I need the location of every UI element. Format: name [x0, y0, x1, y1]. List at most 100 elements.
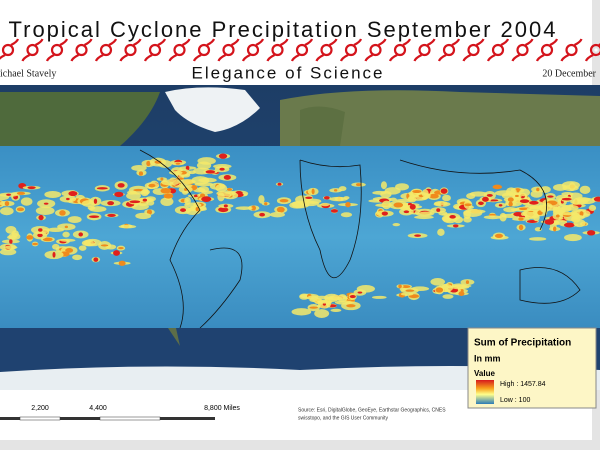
rain-cell	[118, 224, 137, 229]
rain-cell	[52, 243, 60, 250]
rain-cell	[196, 161, 212, 170]
rain-core	[93, 198, 98, 204]
legend-high: High : 1457.84	[500, 381, 546, 388]
rain-cell	[83, 240, 95, 246]
rain-core	[449, 215, 456, 219]
rain-cell	[588, 204, 597, 212]
rain-core	[349, 294, 356, 299]
rain-cell	[520, 211, 538, 217]
rain-cell	[494, 190, 514, 196]
rain-cell	[414, 215, 434, 220]
rain-core	[66, 197, 70, 201]
cyclone-icon	[143, 38, 167, 62]
legend-field: Value	[474, 369, 495, 378]
rain-core	[393, 202, 404, 208]
rain-core	[27, 186, 36, 190]
rain-core	[52, 251, 56, 258]
rain-core	[218, 207, 229, 213]
rain-cell	[340, 212, 353, 218]
rain-cell	[197, 186, 210, 193]
rain-core	[536, 187, 540, 192]
cyclone-icon	[339, 38, 363, 62]
cyclone-icon	[315, 38, 338, 62]
cyclone-eye	[30, 48, 35, 52]
cyclone-icon	[241, 38, 265, 62]
rain-cell	[62, 231, 70, 238]
rain-cell	[168, 170, 183, 175]
rain-core	[561, 197, 572, 201]
rain-core	[478, 201, 484, 206]
rain-cell	[430, 277, 445, 286]
rain-cell	[337, 294, 348, 303]
cyclone-eye	[55, 48, 59, 52]
rain-cell	[469, 191, 488, 197]
rain-core	[219, 167, 225, 171]
rain-cell	[67, 216, 82, 224]
rain-core	[133, 188, 144, 192]
rain-core	[518, 224, 524, 231]
rain-core	[205, 170, 216, 174]
rain-core	[494, 233, 503, 239]
rain-cell	[35, 206, 55, 215]
cyclone-eye	[373, 48, 378, 52]
rain-core	[107, 201, 115, 206]
rain-core	[9, 239, 13, 244]
rain-core	[259, 212, 265, 217]
source-text: swisstopo, and the GIS User Community	[298, 415, 389, 421]
rain-cell	[146, 200, 155, 206]
rain-core	[93, 257, 99, 262]
rain-core	[465, 280, 470, 285]
rain-cell	[0, 248, 17, 256]
rain-cell	[539, 204, 548, 213]
cyclone-eye	[520, 48, 525, 52]
rain-cell	[330, 308, 342, 313]
rain-core	[218, 153, 228, 159]
rain-cell	[198, 177, 217, 183]
rain-cell	[179, 179, 196, 185]
cyclone-icon	[290, 38, 314, 62]
rain-core	[518, 217, 524, 221]
rain-cell	[126, 191, 141, 200]
south-america-tip	[168, 328, 180, 346]
rain-core	[356, 183, 362, 187]
rain-cell	[215, 184, 227, 192]
rain-core	[276, 206, 285, 213]
rain-core	[563, 222, 575, 228]
cyclone-icon	[486, 38, 510, 62]
rain-core	[547, 195, 554, 198]
rain-core	[175, 162, 181, 165]
rain-core	[185, 165, 190, 171]
rain-core	[117, 183, 125, 188]
greenland	[165, 87, 260, 132]
cyclone-eye	[471, 48, 476, 52]
rain-cell	[141, 189, 150, 195]
rain-core	[16, 191, 26, 195]
rain-cell	[561, 204, 579, 211]
rain-core	[113, 250, 121, 256]
rain-core	[346, 304, 356, 308]
rain-cell	[59, 238, 76, 242]
rain-core	[38, 228, 43, 232]
rain-core	[508, 201, 513, 207]
precipitation-cells	[0, 153, 600, 318]
rain-cell	[258, 195, 265, 204]
rain-core	[458, 291, 465, 296]
cyclone-icon	[0, 38, 20, 60]
rain-core	[529, 200, 539, 205]
rain-core	[593, 196, 600, 202]
rain-cell	[570, 198, 588, 205]
cyclone-icon	[217, 38, 240, 62]
rain-cell	[571, 214, 585, 220]
rain-core	[482, 196, 489, 202]
rain-core	[37, 233, 43, 238]
rain-core	[26, 235, 34, 240]
cyclone-eye	[128, 48, 133, 52]
rain-core	[129, 200, 141, 204]
date: 20 December	[542, 68, 596, 79]
cyclone-icon	[192, 38, 216, 62]
cyclone-eye	[251, 48, 255, 52]
rain-core	[409, 204, 416, 210]
rain-cell	[579, 185, 591, 195]
cyclone-eye	[104, 48, 108, 52]
rain-core	[323, 196, 330, 200]
